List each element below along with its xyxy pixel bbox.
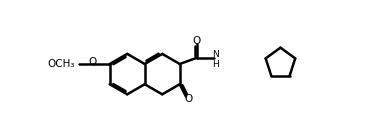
Text: O: O <box>193 36 201 46</box>
Text: OCH₃: OCH₃ <box>47 59 75 69</box>
Text: O: O <box>88 58 97 68</box>
Text: O: O <box>184 94 193 104</box>
Text: N
H: N H <box>212 50 219 69</box>
